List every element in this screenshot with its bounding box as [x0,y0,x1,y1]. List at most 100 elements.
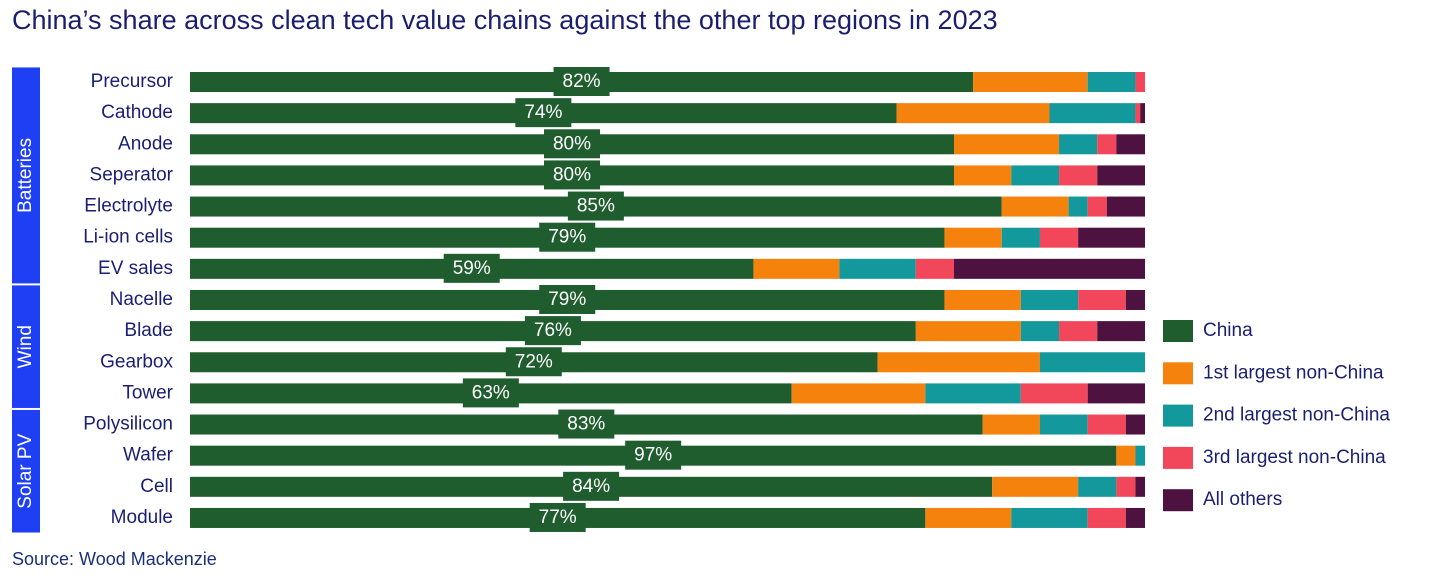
legend-swatch [1163,489,1193,512]
bar-segment [1097,321,1145,342]
bar-segment [1059,165,1098,186]
category-label: Wafer [123,445,174,466]
bar-segment [1135,72,1145,92]
data-label: 59% [453,258,491,279]
data-label: 82% [563,71,601,92]
bar-segment [753,258,840,279]
bar-segment [982,414,1040,435]
bar-segment [1116,476,1136,497]
bar-segment [1135,445,1145,466]
data-label: 77% [539,507,577,528]
group-label: Solar PV [15,433,36,508]
bar-segment [1059,134,1098,155]
category-label: Nacelle [110,289,173,310]
source: Source: Wood Mackenzie [12,549,217,569]
bar-segment [1020,383,1088,404]
bar-segment [1068,196,1088,217]
legend-label: 3rd largest non-China [1203,447,1386,468]
category-label: Electrolyte [84,196,173,217]
data-label-box [529,502,586,532]
bar-segment [1049,103,1136,124]
bar-segment [1116,134,1145,155]
data-label-box [524,316,581,346]
legend-label: All others [1203,489,1282,510]
group-box [12,285,40,408]
bar-segment [1011,165,1060,186]
bar-segment [1001,227,1040,248]
bar-segment [1087,383,1145,404]
category-label: EV sales [98,258,173,279]
bar-segment [1011,507,1088,528]
legend-swatch [1163,446,1193,469]
data-label-box [544,160,600,190]
data-label: 76% [534,320,572,341]
legend-swatch [1163,404,1193,427]
data-label-box [443,253,500,283]
bar-segment [1125,289,1145,310]
data-label: 74% [524,102,562,123]
data-label-box [462,378,519,408]
data-label-box [505,347,562,377]
category-label: Anode [118,133,173,154]
bar-segment [1106,196,1145,217]
bar-segment [1116,445,1136,466]
category-label: Tower [122,382,173,403]
data-label: 80% [553,133,591,154]
group-label: Batteries [15,138,36,213]
bar-segment [1087,414,1126,435]
bar-segment [1059,321,1098,342]
data-label: 79% [548,289,586,310]
bar-segment [1078,476,1117,497]
data-label-box [539,284,596,314]
legend-label: 1st largest non-China [1203,362,1384,383]
data-label: 97% [634,445,672,466]
legend-swatch [1163,320,1193,342]
category-label: Blade [124,320,173,341]
bar-segment [1039,227,1079,248]
bar-segment [896,103,1050,124]
data-label-box [625,440,682,470]
bar-segment [1001,196,1069,217]
bar-segment [1087,196,1107,217]
category-label: Cell [140,476,173,497]
bar-segment [1020,289,1079,310]
legend-label: China [1203,320,1253,341]
category-label: Cathode [101,102,173,123]
bar-segment [1078,289,1126,310]
bar-segment [954,165,1012,186]
category-label: Gearbox [100,351,173,372]
bar-segment [791,383,926,404]
data-label-box [544,129,600,159]
category-label: Li-ion cells [83,227,173,248]
bar-segment [1039,352,1145,373]
chart-title: China’s share across clean tech value ch… [12,5,998,35]
bar-segment [1020,321,1060,342]
bar-segment [954,134,1060,155]
bar-segment [839,258,916,279]
legend-swatch [1163,362,1193,385]
data-label-box [539,222,596,252]
bar-segment [1125,414,1145,435]
bar-segment [925,507,1012,528]
category-label: Seperator [90,164,174,185]
group-box [12,67,40,284]
bar-segment [973,72,1088,92]
group-box [12,409,40,533]
data-label: 84% [572,476,610,497]
bar-segment [1039,414,1088,435]
data-label: 72% [515,351,553,372]
category-label: Polysilicon [83,414,173,435]
bar-segment [1125,507,1145,528]
legend-label: 2nd largest non-China [1203,405,1390,426]
bar-segment [1097,134,1117,155]
bar-segment [1135,476,1145,497]
bar-segment [1087,72,1136,92]
data-label: 83% [567,414,605,435]
bar-segment [954,258,1145,279]
bar-segment [925,383,1021,404]
bar-segment [1135,103,1141,124]
data-label-box [558,409,615,439]
bar-segment [992,476,1079,497]
category-label: Precursor [91,71,174,92]
bar-segment [944,227,1002,248]
